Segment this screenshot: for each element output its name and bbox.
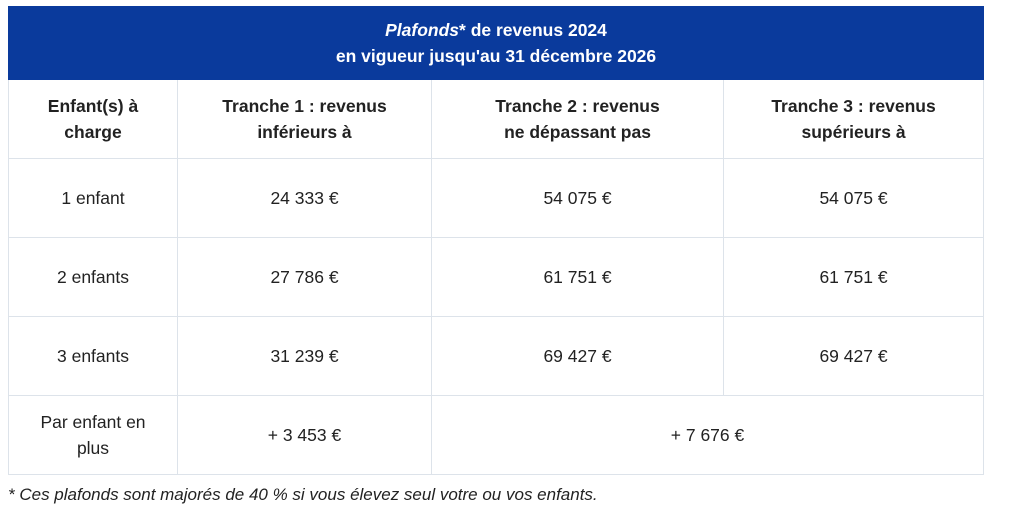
title-italic: Plafonds: [385, 20, 460, 40]
cell-tranche-2-3: + 7 676 €: [430, 395, 985, 475]
header-row: Enfant(s) à charge Tranche 1 : revenus inf…: [8, 79, 985, 159]
income-ceilings-table: Plafonds* de revenus 2024 en vigueur jus…: [7, 6, 985, 475]
table-row: 1 enfant 24 333 € 54 075 € 54 075 €: [8, 158, 985, 238]
cell-tranche-1: 24 333 €: [177, 158, 432, 238]
cell-tranche-2: 61 751 €: [431, 237, 724, 317]
table-row: 2 enfants 27 786 € 61 751 € 61 751 €: [8, 237, 985, 317]
label-line: Par enfant en: [40, 412, 146, 432]
cell-tranche-1: + 3 453 €: [177, 395, 432, 475]
cell-tranche-3: 54 075 €: [722, 158, 985, 238]
cell-children: 2 enfants: [8, 237, 178, 317]
cell-children: 3 enfants: [8, 316, 178, 396]
header-tranche-3: Tranche 3 : revenus supérieurs à: [722, 79, 985, 159]
header-children: Enfant(s) à charge: [8, 79, 178, 159]
table-title: Plafonds* de revenus 2024 en vigueur jus…: [7, 6, 985, 80]
label-line: plus: [76, 438, 110, 458]
header-line: Tranche 1 : revenus: [222, 96, 387, 116]
title-line2: en vigueur jusqu'au 31 décembre 2026: [335, 46, 657, 66]
header-tranche-1: Tranche 1 : revenus inférieurs à: [177, 79, 432, 159]
footnote: * Ces plafonds sont majorés de 40 % si v…: [8, 485, 598, 504]
header-line: supérieurs à: [801, 122, 906, 142]
cell-tranche-2: 69 427 €: [431, 316, 724, 396]
header-tranche-2: Tranche 2 : revenus ne dépassant pas: [431, 79, 724, 159]
header-line: Enfant(s) à: [47, 96, 139, 116]
header-line: Tranche 3 : revenus: [771, 96, 936, 116]
table-title-row: Plafonds* de revenus 2024 en vigueur jus…: [7, 6, 985, 80]
cell-children: 1 enfant: [8, 158, 178, 238]
cell-tranche-1: 31 239 €: [177, 316, 432, 396]
cell-tranche-3: 61 751 €: [722, 237, 985, 317]
cell-tranche-1: 27 786 €: [177, 237, 432, 317]
header-line: Tranche 2 : revenus: [495, 96, 660, 116]
title-rest: * de revenus 2024: [459, 20, 607, 40]
cell-tranche-3: 69 427 €: [722, 316, 985, 396]
header-line: ne dépassant pas: [504, 122, 651, 142]
header-line: inférieurs à: [257, 122, 352, 142]
cell-tranche-2: 54 075 €: [431, 158, 724, 238]
table-row-extra-child: Par enfant en plus + 3 453 € + 7 676 €: [8, 395, 985, 475]
header-line: charge: [64, 122, 122, 142]
cell-children: Par enfant en plus: [8, 395, 178, 475]
table-row: 3 enfants 31 239 € 69 427 € 69 427 €: [8, 316, 985, 396]
